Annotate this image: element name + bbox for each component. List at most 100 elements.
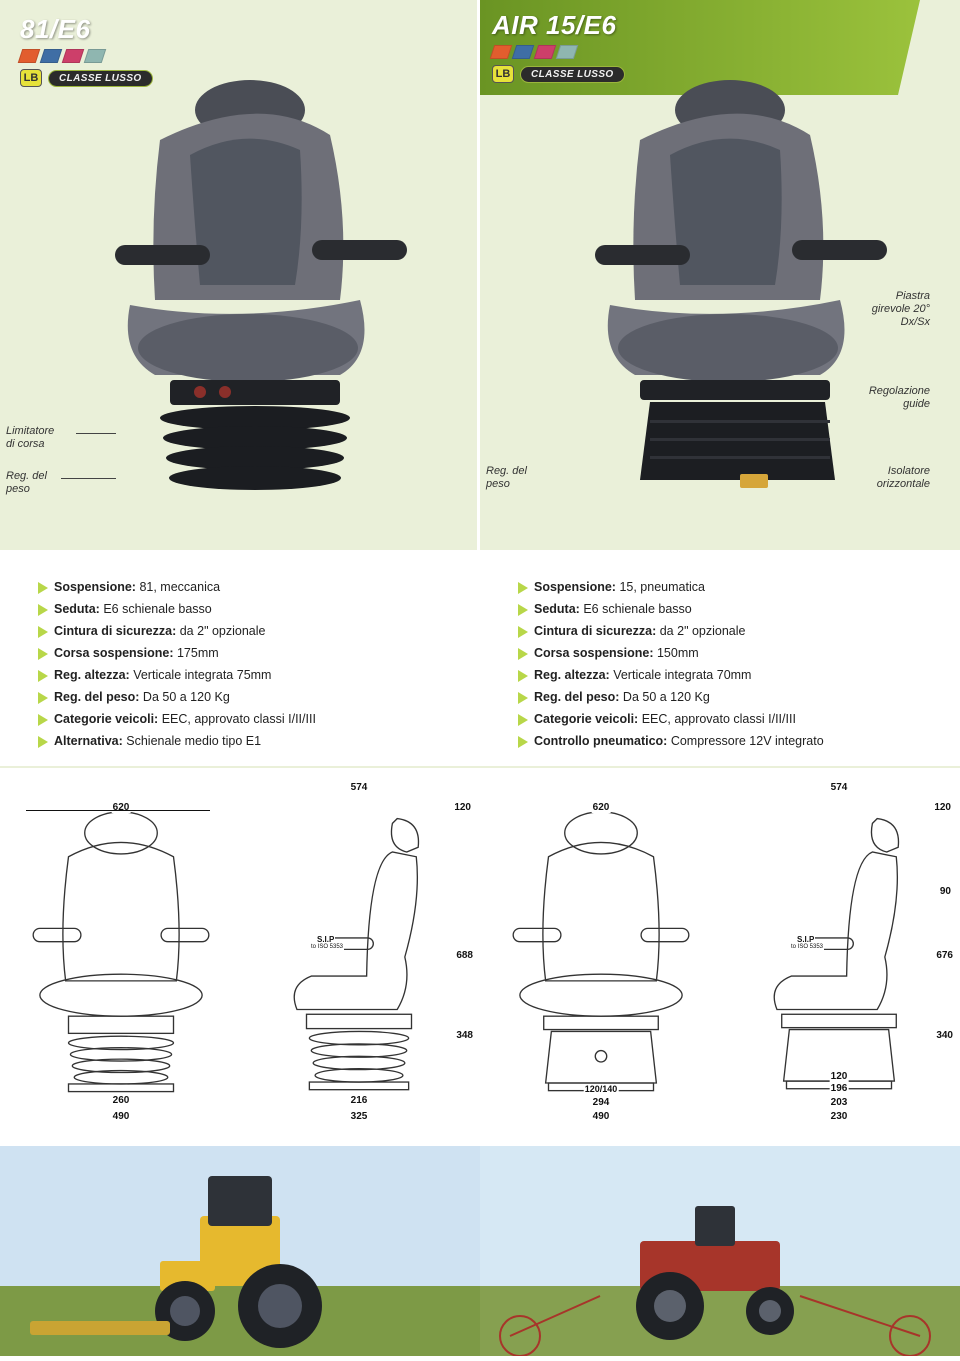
spec-row: Cintura di sicurezza: da 2" opzionale xyxy=(38,620,437,642)
flag-icon xyxy=(62,49,85,63)
spec-value: 150mm xyxy=(657,646,699,660)
dim-label: 294 xyxy=(592,1097,611,1108)
flag-icon xyxy=(40,49,63,63)
callout-guide: Regolazione guide xyxy=(869,385,930,411)
class-flags-right xyxy=(484,45,920,59)
spec-row: Corsa sospensione: 175mm xyxy=(38,642,437,664)
dim-label: 90 xyxy=(939,886,952,897)
model-name-left: 81/E6 xyxy=(12,14,469,45)
photo-strip xyxy=(0,1146,960,1356)
panel-air15e6: AIR 15/E6 LB CLASSE LUSSO xyxy=(480,0,960,550)
spec-value: Compressore 12V integrato xyxy=(671,734,824,748)
spec-label: Seduta: xyxy=(54,602,100,616)
spec-row: Reg. altezza: Verticale integrata 70mm xyxy=(518,664,920,686)
chevron-icon xyxy=(518,736,528,748)
spec-label: Sospensione: xyxy=(54,580,136,594)
spec-value: 81, meccanica xyxy=(139,580,220,594)
dim-label: 620 xyxy=(112,802,131,813)
spec-value: EEC, approvato classi I/II/III xyxy=(162,712,316,726)
seat-panels: 81/E6 LB CLASSE LUSSO xyxy=(0,0,960,550)
draw-side-left: 574 120 688 348 S.I.P to ISO 5353 216 32… xyxy=(246,780,472,1134)
dim-label: 120 xyxy=(453,802,472,813)
spec-label: Cintura di sicurezza: xyxy=(534,624,656,638)
callout-text: Reg. del peso xyxy=(6,470,47,495)
spec-label: Reg. del peso: xyxy=(54,690,139,704)
spec-value: Verticale integrata 75mm xyxy=(133,668,271,682)
chevron-icon xyxy=(518,648,528,660)
chevron-icon xyxy=(38,692,48,704)
dim-label: 574 xyxy=(830,782,849,793)
dim-label: to ISO 5353 xyxy=(310,944,344,950)
callout-text: Isolatore orizzontale xyxy=(877,465,930,490)
spec-label: Categorie veicoli: xyxy=(54,712,158,726)
callout-text: Limitatore di corsa xyxy=(6,425,54,450)
spec-value: 15, pneumatica xyxy=(619,580,704,594)
dim-label: 574 xyxy=(350,782,369,793)
callout-piastra: Piastra girevole 20° Dx/Sx xyxy=(872,290,930,330)
model-name-right: AIR 15/E6 xyxy=(484,10,920,41)
chevron-icon xyxy=(518,714,528,726)
dim-label: 325 xyxy=(350,1111,369,1122)
spec-row: Cintura di sicurezza: da 2" opzionale xyxy=(518,620,920,642)
spec-value: da 2" opzionale xyxy=(180,624,266,638)
spec-row: Seduta: E6 schienale basso xyxy=(518,598,920,620)
spec-value: EEC, approvato classi I/II/III xyxy=(642,712,796,726)
spec-label: Alternativa: xyxy=(54,734,123,748)
callout-regpeso-right: Reg. del peso xyxy=(486,465,527,491)
draw-front-left: 620 260 490 xyxy=(8,780,234,1134)
chevron-icon xyxy=(38,736,48,748)
spec-value: 175mm xyxy=(177,646,219,660)
chevron-icon xyxy=(518,604,528,616)
dim-label: S.I.P xyxy=(316,935,335,944)
spec-value: Schienale medio tipo E1 xyxy=(126,734,261,748)
spec-value: da 2" opzionale xyxy=(660,624,746,638)
spec-label: Seduta: xyxy=(534,602,580,616)
callout-isolatore: Isolatore orizzontale xyxy=(877,465,930,491)
spec-label: Reg. del peso: xyxy=(534,690,619,704)
chevron-icon xyxy=(38,626,48,638)
drawings-right: 620 120/140 294 490 574 120 xyxy=(480,768,960,1146)
draw-side-right: 574 120 90 676 340 S.I.P to ISO 5353 120… xyxy=(726,780,952,1134)
chevron-icon xyxy=(38,670,48,682)
spec-row: Sospensione: 15, pneumatica xyxy=(518,576,920,598)
callout-limitatore: Limitatore di corsa xyxy=(6,425,54,451)
callout-text: Piastra girevole 20° Dx/Sx xyxy=(872,290,930,328)
dim-label: 260 xyxy=(112,1095,131,1106)
callout-text: Reg. del peso xyxy=(486,465,527,490)
spec-row: Corsa sospensione: 150mm xyxy=(518,642,920,664)
spec-row: Reg. del peso: Da 50 a 120 Kg xyxy=(38,686,437,708)
spec-label: Controllo pneumatico: xyxy=(534,734,667,748)
dim-label: 230 xyxy=(830,1111,849,1122)
spec-label: Corsa sospensione: xyxy=(54,646,173,660)
lb-badge: LB xyxy=(20,69,42,87)
spec-row: Controllo pneumatico: Compressore 12V in… xyxy=(518,730,920,752)
tractor-yellow xyxy=(0,1146,480,1356)
dim-label: 203 xyxy=(830,1097,849,1108)
seat-image-right xyxy=(540,70,900,500)
spec-value: E6 schienale basso xyxy=(103,602,211,616)
flag-icon xyxy=(534,45,557,59)
dim-label: 688 xyxy=(455,950,474,961)
chevron-icon xyxy=(518,670,528,682)
dim-label: 120 xyxy=(933,802,952,813)
flag-icon xyxy=(84,49,107,63)
dim-label: S.I.P xyxy=(796,935,815,944)
panel-81e6: 81/E6 LB CLASSE LUSSO xyxy=(0,0,480,550)
tractor-red xyxy=(480,1146,960,1356)
spec-row: Reg. del peso: Da 50 a 120 Kg xyxy=(518,686,920,708)
spec-value: Da 50 a 120 Kg xyxy=(143,690,230,704)
dim-label: 120 xyxy=(830,1071,849,1082)
spec-row: Alternativa: Schienale medio tipo E1 xyxy=(38,730,437,752)
dim-label: to ISO 5353 xyxy=(790,944,824,950)
dim-label: 120/140 xyxy=(584,1084,619,1094)
class-flags-left xyxy=(12,49,469,63)
dim-label: 216 xyxy=(350,1095,369,1106)
spec-grid: Sospensione: 81, meccanica Seduta: E6 sch… xyxy=(0,550,960,766)
flag-icon xyxy=(18,49,41,63)
flag-icon xyxy=(556,45,579,59)
lb-badge: LB xyxy=(492,65,514,83)
spec-row: Seduta: E6 schienale basso xyxy=(38,598,437,620)
spec-label: Corsa sospensione: xyxy=(534,646,653,660)
dim-label: 348 xyxy=(455,1030,474,1041)
chevron-icon xyxy=(38,604,48,616)
